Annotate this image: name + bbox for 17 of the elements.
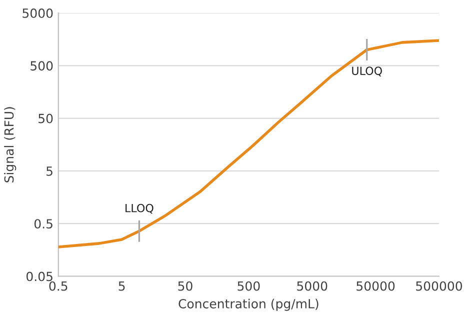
annotation: ULOQ bbox=[352, 66, 382, 76]
y-tick-label: 0.5 bbox=[34, 219, 52, 229]
x-tick-label: 50000 bbox=[356, 281, 395, 291]
x-tick-label: 50 bbox=[178, 281, 192, 291]
y-tick-label: 5000 bbox=[22, 8, 53, 18]
y-tick-label: 0.05 bbox=[26, 272, 52, 282]
y-tick-label: 500 bbox=[30, 61, 53, 71]
x-tick-label: 0.5 bbox=[49, 281, 68, 291]
x-axis-title: Concentration (pg/mL) bbox=[178, 298, 318, 311]
x-tick-label: 5 bbox=[118, 281, 125, 291]
x-tick-label: 5000 bbox=[297, 281, 328, 291]
x-tick-label: 500 bbox=[238, 281, 260, 291]
y-tick-label: 5 bbox=[46, 166, 52, 176]
y-axis-title: Signal (RFU) bbox=[4, 107, 16, 182]
annotation: LLOQ bbox=[126, 204, 154, 214]
y-tick-label: 50 bbox=[38, 114, 53, 124]
x-tick-label: 500000 bbox=[416, 281, 462, 291]
